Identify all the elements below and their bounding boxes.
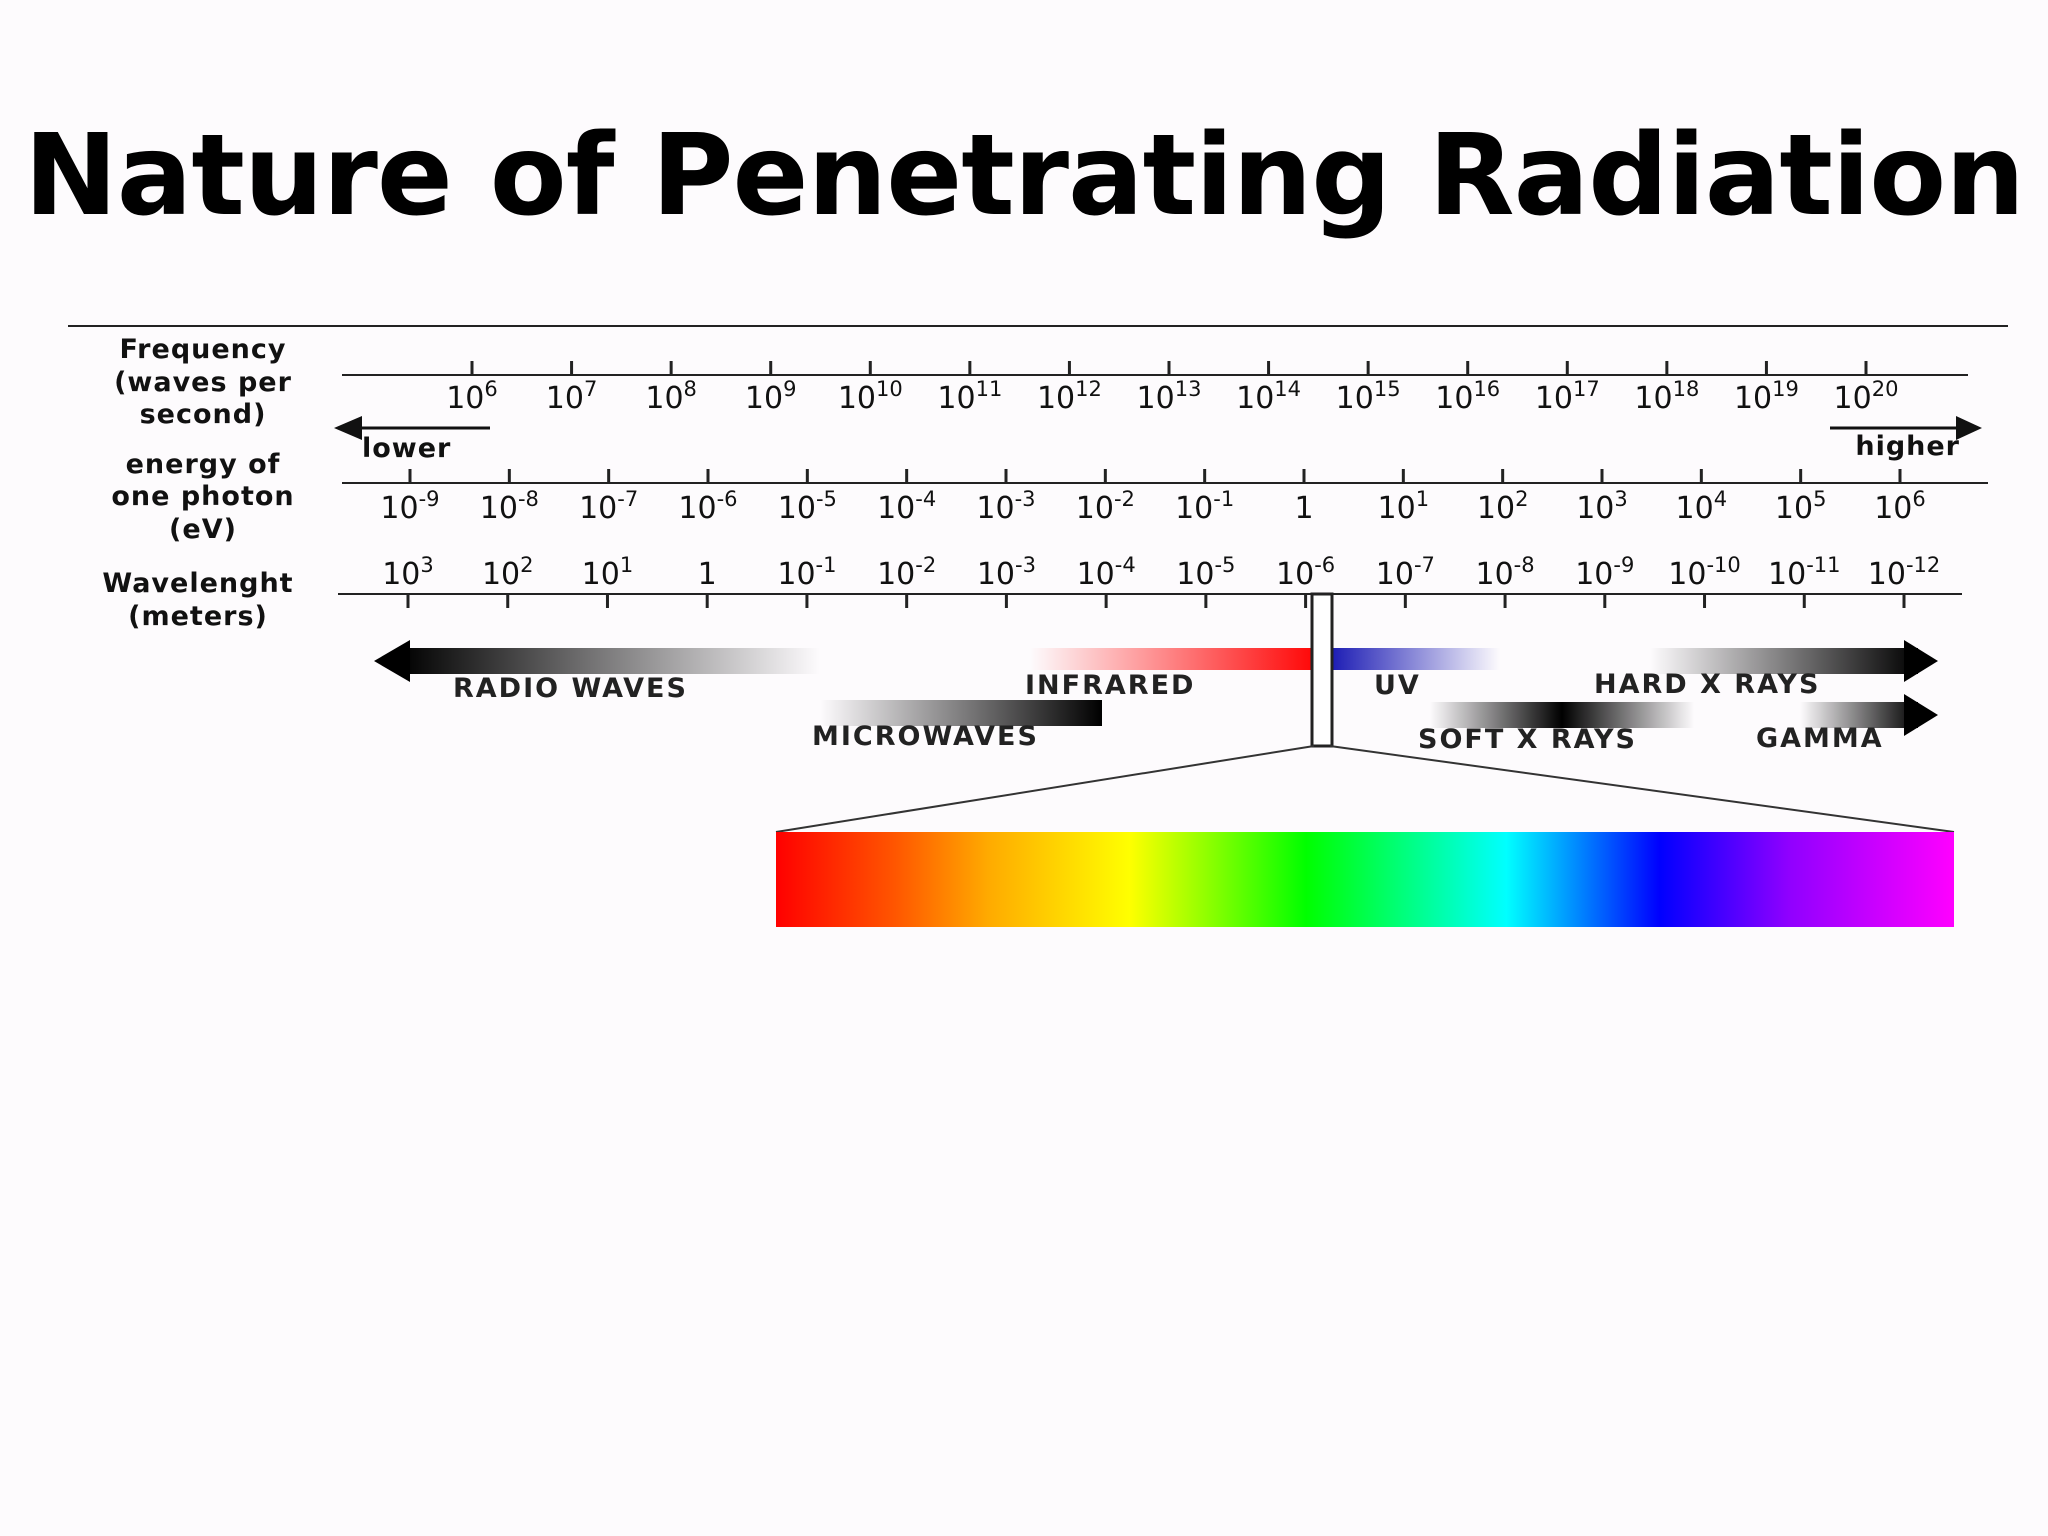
frequency-tick-label: 1011: [937, 377, 1002, 416]
higher-label: higher: [1855, 431, 1960, 462]
frequency-label-line-3: second): [140, 399, 267, 430]
energy-label-line-1: energy of: [126, 449, 281, 480]
wavelength-tick-label: 10-4: [1077, 553, 1136, 592]
frequency-tick-label: 1020: [1834, 377, 1899, 416]
wavelength-ticks: 103 102 101 1 10-1 10-2 10-3 10-4 10-5 10-6 10-7 10…: [382, 553, 1940, 608]
visible-window-marker: [775, 592, 1955, 833]
wavelength-tick-label: 10-6: [1276, 553, 1335, 592]
frequency-label: Frequency (waves per second): [114, 334, 292, 430]
wavelength-tick-label: 10-10: [1668, 553, 1741, 592]
gamma-label: GAMMA: [1756, 723, 1884, 754]
frequency-tick-label: 1012: [1037, 377, 1102, 416]
frequency-tick-label: 1014: [1236, 377, 1301, 416]
energy-tick-label: 10-4: [877, 487, 936, 526]
frequency-tick-label: 109: [745, 377, 797, 416]
energy-tick-label: 10-1: [1175, 487, 1234, 526]
lower-arrow: lower: [334, 416, 490, 464]
wavelength-tick-label: 10-8: [1475, 553, 1534, 592]
soft-x-rays-band: SOFT X RAYS: [1418, 702, 1694, 755]
energy-label: energy of one photon (eV): [111, 449, 294, 545]
energy-tick-label: 1: [1294, 491, 1313, 526]
wavelength-tick-label: 1: [698, 557, 717, 592]
wavelength-tick-label: 10-12: [1868, 553, 1941, 592]
frequency-tick-label: 1016: [1435, 377, 1500, 416]
frequency-tick-label: 1018: [1634, 377, 1699, 416]
infrared-label: INFRARED: [1025, 670, 1195, 701]
energy-tick-label: 101: [1378, 487, 1430, 526]
visible-spectrum-bar: [776, 832, 1954, 927]
higher-arrow: higher: [1830, 416, 1982, 462]
energy-tick-label: 10-8: [480, 487, 539, 526]
energy-tick-label: 10-6: [678, 487, 737, 526]
uv-band: UV: [1322, 648, 1500, 701]
wavelength-tick-label: 10-1: [777, 553, 836, 592]
wavelength-tick-label: 102: [482, 553, 534, 592]
energy-label-line-2: one photon: [111, 481, 294, 512]
frequency-tick-label: 1017: [1535, 377, 1600, 416]
energy-tick-label: 103: [1576, 487, 1628, 526]
lower-label: lower: [362, 433, 451, 464]
uv-label: UV: [1374, 670, 1421, 701]
radio-waves-band: RADIO WAVES: [374, 640, 820, 704]
infrared-band: INFRARED: [1025, 648, 1322, 701]
energy-tick-label: 105: [1775, 487, 1827, 526]
frequency-tick-label: 107: [546, 377, 598, 416]
gamma-band: GAMMA: [1756, 694, 1938, 754]
energy-tick-label: 106: [1874, 487, 1926, 526]
microwaves-label: MICROWAVES: [812, 721, 1039, 752]
frequency-tick-label: 1015: [1336, 377, 1401, 416]
energy-label-line-3: (eV): [169, 514, 237, 545]
hard-x-rays-band: HARD X RAYS: [1594, 640, 1938, 700]
wavelength-tick-label: 103: [382, 553, 434, 592]
frequency-tick-label: 106: [446, 377, 498, 416]
wavelength-label-line-2: (meters): [128, 601, 268, 632]
hard-x-rays-label: HARD X RAYS: [1594, 669, 1820, 700]
energy-tick-label: 10-2: [1076, 487, 1135, 526]
energy-ticks: 10-9 10-8 10-7 10-6 10-5 10-4 10-3 10-2 10-1 1 101…: [380, 469, 1926, 526]
wavelength-label: Wavelenght (meters): [102, 568, 293, 632]
energy-tick-label: 102: [1477, 487, 1529, 526]
energy-tick-label: 10-7: [579, 487, 638, 526]
microwaves-band: MICROWAVES: [812, 700, 1102, 752]
frequency-label-line-2: (waves per: [114, 367, 292, 398]
frequency-tick-label: 1019: [1734, 377, 1799, 416]
wavelength-tick-label: 10-11: [1768, 553, 1841, 592]
wavelength-tick-label: 10-3: [977, 553, 1036, 592]
soft-x-rays-label: SOFT X RAYS: [1418, 724, 1637, 755]
wavelength-tick-label: 10-5: [1176, 553, 1235, 592]
frequency-tick-label: 108: [645, 377, 697, 416]
frequency-ticks: 106 107 108 109 1010 1011 1012 1013 1014 1015 1016…: [446, 361, 1898, 416]
frequency-label-line-1: Frequency: [119, 334, 286, 365]
frequency-tick-label: 1013: [1137, 377, 1202, 416]
frequency-tick-label: 1010: [838, 377, 903, 416]
energy-tick-label: 10-5: [778, 487, 837, 526]
wavelength-tick-label: 101: [582, 553, 634, 592]
wavelength-tick-label: 10-2: [877, 553, 936, 592]
radio-waves-label: RADIO WAVES: [453, 673, 688, 704]
slide-title: Nature of Penetrating Radiation: [24, 111, 2025, 241]
energy-tick-label: 10-9: [380, 487, 439, 526]
energy-tick-label: 104: [1676, 487, 1728, 526]
wavelength-tick-label: 10-7: [1376, 553, 1435, 592]
energy-tick-label: 10-3: [976, 487, 1035, 526]
wavelength-tick-label: 10-9: [1575, 553, 1634, 592]
wavelength-label-line-1: Wavelenght: [102, 568, 293, 599]
